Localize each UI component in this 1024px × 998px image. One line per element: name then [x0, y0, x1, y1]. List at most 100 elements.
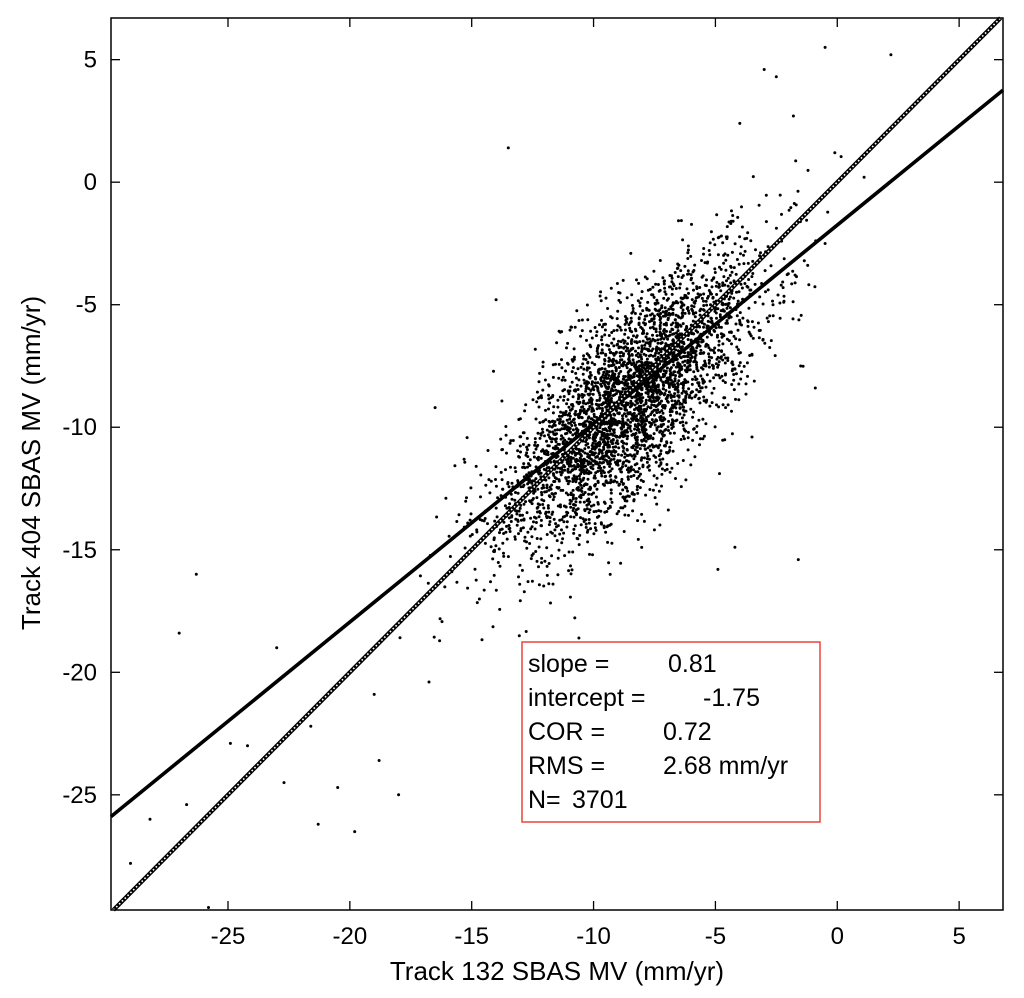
scatter-point	[611, 417, 614, 421]
scatter-point	[647, 354, 651, 358]
scatter-point	[725, 337, 729, 341]
scatter-point	[619, 370, 623, 373]
scatter-point	[506, 481, 510, 484]
scatter-point	[455, 520, 459, 523]
scatter-point	[778, 301, 782, 305]
scatter-point	[769, 339, 773, 343]
scatter-point	[553, 420, 557, 424]
scatter-point	[644, 341, 648, 345]
scatter-point	[673, 370, 677, 374]
scatter-point	[791, 317, 795, 321]
scatter-point	[789, 206, 793, 210]
scatter-point	[602, 465, 606, 469]
scatter-point	[717, 360, 721, 364]
scatter-point	[447, 534, 451, 538]
scatter-point	[535, 506, 539, 510]
scatter-point	[657, 464, 661, 468]
scatter-point	[553, 480, 557, 483]
scatter-point	[696, 369, 700, 373]
scatter-point	[539, 471, 543, 475]
scatter-point	[598, 393, 602, 397]
scatter-point	[704, 385, 708, 389]
scatter-point	[587, 387, 591, 391]
scatter-point	[566, 398, 570, 402]
scatter-point	[599, 521, 603, 525]
scatter-point	[582, 492, 586, 496]
scatter-point	[493, 548, 496, 552]
scatter-point	[558, 420, 562, 424]
scatter-point	[576, 459, 580, 462]
scatter-point	[619, 345, 623, 349]
scatter-point	[663, 279, 666, 283]
scatter-point	[721, 281, 725, 285]
scatter-point	[643, 456, 646, 460]
scatter-point	[702, 351, 706, 355]
scatter-point	[681, 424, 685, 427]
scatter-point	[593, 381, 597, 385]
scatter-point	[621, 387, 625, 390]
scatter-point	[604, 401, 608, 405]
scatter-point	[708, 291, 712, 294]
scatter-point	[607, 385, 611, 389]
scatter-point	[548, 424, 551, 428]
scatter-point	[578, 464, 582, 468]
scatter-point	[504, 433, 508, 437]
scatter-point	[619, 561, 623, 565]
scatter-point	[602, 394, 606, 397]
scatter-point	[519, 529, 523, 533]
scatter-point	[600, 407, 604, 410]
scatter-point	[589, 329, 593, 333]
scatter-point	[508, 441, 512, 445]
scatter-point	[706, 296, 709, 300]
scatter-point	[591, 441, 595, 445]
scatter-point	[695, 296, 699, 300]
scatter-point	[579, 523, 583, 527]
scatter-point	[753, 282, 757, 286]
scatter-point	[569, 455, 573, 459]
scatter-point	[565, 346, 568, 350]
scatter-point	[667, 390, 671, 394]
scatter-point	[572, 503, 575, 507]
scatter-point	[670, 303, 674, 307]
scatter-point	[763, 341, 767, 345]
scatter-point	[678, 406, 682, 410]
scatter-point	[664, 371, 668, 375]
scatter-point	[568, 502, 572, 506]
scatter-point	[652, 528, 656, 532]
scatter-point	[609, 453, 613, 456]
scatter-point	[618, 351, 622, 355]
scatter-point	[664, 389, 668, 392]
stats-slope-label: slope =	[528, 650, 609, 678]
scatter-point	[656, 408, 660, 412]
scatter-point	[675, 418, 679, 422]
scatter-point	[671, 403, 674, 407]
scatter-point	[676, 389, 680, 392]
scatter-point	[568, 417, 572, 421]
scatter-point	[577, 319, 581, 322]
scatter-point	[523, 535, 527, 539]
scatter-point	[572, 474, 576, 478]
scatter-point	[614, 351, 618, 355]
scatter-point	[617, 509, 621, 513]
scatter-point	[607, 420, 611, 423]
scatter-point	[624, 464, 628, 468]
scatter-point	[629, 420, 632, 424]
x-axis-title: Track 132 SBAS MV (mm/yr)	[390, 956, 724, 986]
scatter-point	[593, 483, 597, 487]
scatter-point	[704, 284, 708, 288]
scatter-point	[589, 373, 593, 377]
scatter-point	[667, 419, 671, 423]
scatter-point	[522, 483, 526, 487]
scatter-point	[637, 467, 641, 470]
scatter-point	[609, 488, 613, 492]
scatter-point	[713, 309, 717, 313]
scatter-point	[666, 297, 670, 301]
scatter-point	[625, 437, 629, 441]
scatter-point	[747, 306, 751, 310]
scatter-point	[694, 353, 698, 357]
scatter-point	[477, 597, 481, 601]
scatter-point	[670, 426, 674, 430]
scatter-point	[513, 537, 517, 541]
scatter-point	[551, 375, 555, 379]
scatter-point	[657, 347, 661, 351]
